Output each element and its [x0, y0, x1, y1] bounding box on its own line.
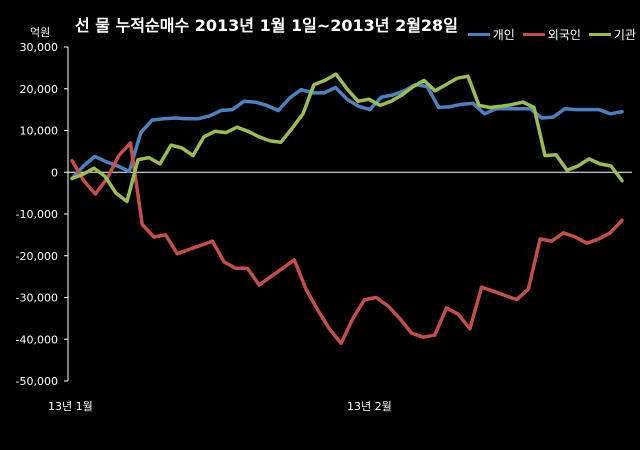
- y-tick-label: -10,000: [16, 208, 58, 221]
- legend-item-foreign: 외국인: [522, 26, 581, 43]
- legend-item-individual: 개인: [467, 26, 515, 43]
- legend-label-individual: 개인: [492, 28, 515, 42]
- y-tick-label: -30,000: [16, 292, 58, 305]
- series-line-1: [70, 141, 624, 346]
- y-axis-unit-label: 억원: [30, 26, 51, 39]
- legend-swatch-institution: [588, 33, 611, 36]
- y-tick-label: 0: [51, 166, 58, 179]
- legend-label-foreign: 외국인: [547, 28, 581, 42]
- series-line-0: [70, 82, 624, 181]
- y-tick-label: 30,000: [20, 41, 59, 54]
- chart-title: 선 물 누적순매수 2013년 1월 1일~2013년 2월28일: [75, 16, 458, 35]
- x-tick-label: 13년 2월: [347, 400, 392, 413]
- y-tick-label: -50,000: [16, 375, 58, 388]
- legend-swatch-foreign: [522, 33, 545, 36]
- x-tick-label: 13년 1월: [48, 400, 93, 413]
- y-tick-label: 20,000: [20, 83, 59, 96]
- legend-item-institution: 기관: [588, 26, 636, 43]
- series-line-2: [70, 72, 624, 204]
- y-tick-label: -40,000: [16, 333, 58, 346]
- y-tick-label: -20,000: [16, 250, 58, 263]
- legend: 개인 외국인 기관: [467, 26, 636, 43]
- legend-label-institution: 기관: [613, 28, 636, 42]
- y-tick-label: 10,000: [20, 125, 59, 138]
- legend-swatch-individual: [467, 33, 490, 36]
